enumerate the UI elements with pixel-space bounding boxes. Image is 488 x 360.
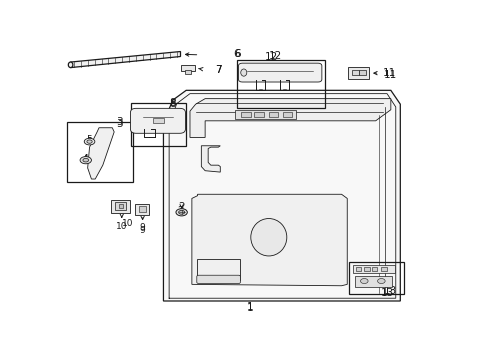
Text: 2: 2 (178, 202, 184, 212)
Text: 6: 6 (232, 49, 239, 59)
Bar (352, 265, 395, 273)
Text: 5: 5 (86, 135, 91, 144)
Bar (347, 67, 368, 79)
Bar (196, 260, 240, 280)
Text: 4: 4 (83, 154, 88, 163)
Bar (354, 276, 391, 287)
Bar (184, 70, 191, 74)
Polygon shape (163, 90, 400, 301)
Text: 2: 2 (177, 206, 183, 216)
Bar (237, 60, 324, 108)
Bar (153, 118, 164, 123)
Bar (111, 200, 130, 213)
Text: 7: 7 (215, 64, 221, 75)
Ellipse shape (377, 279, 385, 284)
Text: 11: 11 (384, 70, 397, 80)
Ellipse shape (84, 138, 95, 145)
Ellipse shape (83, 158, 88, 162)
Bar (381, 267, 386, 271)
FancyBboxPatch shape (130, 108, 185, 133)
Text: 11: 11 (382, 68, 395, 78)
Bar (241, 112, 250, 117)
FancyBboxPatch shape (196, 275, 240, 284)
Bar (348, 262, 403, 294)
Text: 10: 10 (116, 222, 127, 231)
Text: 12: 12 (264, 52, 278, 62)
Bar (359, 70, 366, 75)
Polygon shape (235, 110, 296, 120)
Text: 8: 8 (169, 98, 176, 108)
Bar (254, 112, 264, 117)
Bar (67, 122, 133, 182)
Polygon shape (70, 51, 180, 68)
Bar (181, 65, 195, 72)
Text: 9: 9 (140, 226, 145, 235)
Text: 13: 13 (381, 288, 394, 298)
Polygon shape (189, 99, 390, 138)
Text: 5: 5 (86, 137, 92, 146)
Text: 8: 8 (169, 99, 176, 109)
Text: 12: 12 (268, 51, 281, 61)
Polygon shape (87, 128, 114, 179)
Text: 1: 1 (247, 302, 253, 312)
Text: 3: 3 (116, 117, 123, 127)
Text: 7: 7 (215, 64, 221, 75)
Bar (119, 204, 123, 208)
Bar (364, 267, 369, 271)
Text: 3: 3 (116, 118, 123, 129)
Ellipse shape (80, 157, 91, 164)
Ellipse shape (87, 140, 92, 143)
Bar (268, 112, 278, 117)
Ellipse shape (176, 209, 187, 216)
Text: 9: 9 (140, 223, 145, 232)
Ellipse shape (68, 62, 73, 68)
Polygon shape (191, 194, 346, 286)
Text: 10: 10 (122, 219, 133, 228)
Text: 6: 6 (234, 49, 240, 59)
Bar (355, 267, 361, 271)
Polygon shape (201, 146, 220, 172)
Bar (135, 204, 149, 215)
FancyBboxPatch shape (238, 63, 321, 82)
Bar (351, 70, 358, 75)
Bar (139, 206, 146, 212)
Ellipse shape (178, 210, 184, 214)
Bar (371, 267, 376, 271)
Bar (115, 202, 126, 210)
Text: 4: 4 (83, 154, 88, 163)
Ellipse shape (250, 219, 286, 256)
Bar (131, 103, 186, 146)
Ellipse shape (240, 69, 246, 76)
Bar (282, 112, 292, 117)
Text: 13: 13 (384, 286, 397, 296)
Text: 1: 1 (247, 303, 253, 313)
Ellipse shape (360, 279, 367, 284)
